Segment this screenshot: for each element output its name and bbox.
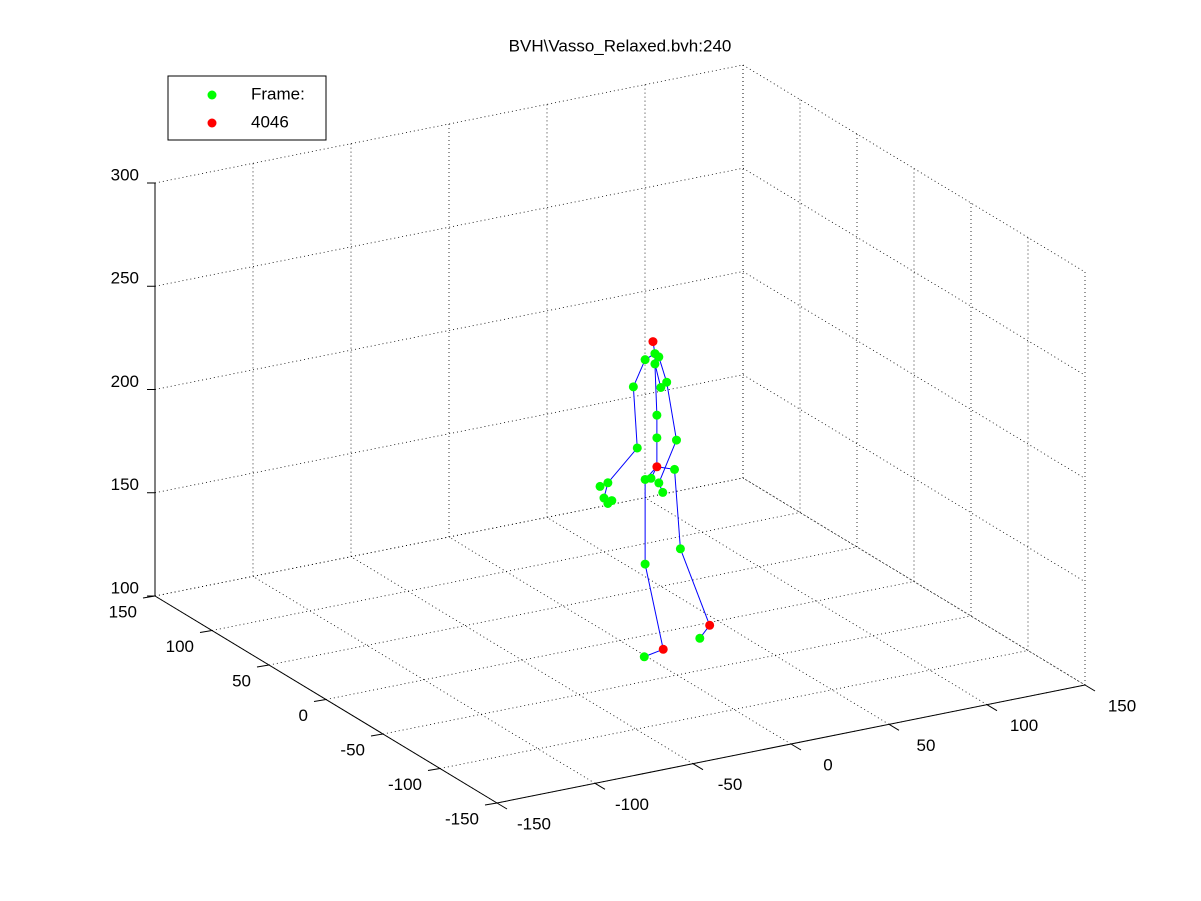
joint-point: [695, 633, 705, 643]
joint-point: [658, 644, 668, 654]
joint-point: [671, 435, 681, 445]
z-tick-label: 200: [111, 372, 139, 391]
joint-point: [640, 559, 650, 569]
x-tick-label: 150: [1108, 696, 1136, 715]
bone: [632, 359, 646, 388]
legend-label: 4046: [251, 112, 289, 131]
y-tick-label: 150: [109, 602, 137, 621]
legend-label: Frame:: [251, 84, 305, 103]
joint-point: [650, 359, 660, 369]
y-tick: [370, 733, 384, 737]
x-tick: [790, 743, 802, 751]
x-tick-label: 50: [917, 736, 936, 755]
y-tick-label: 100: [166, 637, 194, 656]
joint-point: [658, 487, 668, 497]
bone: [674, 469, 681, 549]
joint-point: [648, 337, 658, 347]
joint-point: [652, 462, 662, 472]
joint-point: [640, 355, 650, 365]
joint-point: [603, 478, 613, 488]
chart-title: BVH\Vasso_Relaxed.bvh:240: [509, 36, 732, 55]
joint-point: [646, 473, 656, 483]
joint-point: [652, 433, 662, 443]
y-tick: [427, 768, 441, 771]
z-tick-label: 300: [111, 165, 139, 184]
bone: [658, 439, 677, 484]
joint-point: [675, 544, 685, 554]
legend-box: [167, 75, 327, 141]
joint-point: [652, 410, 662, 420]
joint-point: [632, 443, 642, 453]
x-tick: [1084, 684, 1096, 692]
x-tick-label: 100: [1010, 716, 1038, 735]
x-tick-label: 0: [823, 755, 832, 774]
joint-point: [628, 382, 638, 392]
bone: [654, 363, 658, 416]
y-tick-label: 0: [299, 706, 308, 725]
joint-point: [595, 481, 605, 491]
x-tick-label: -100: [615, 795, 649, 814]
z-tick-label: 100: [111, 578, 139, 597]
x-tick-label: -50: [718, 775, 743, 794]
joint-point: [607, 496, 617, 506]
bone: [679, 548, 711, 626]
bone: [644, 564, 664, 650]
joint-point: [670, 464, 680, 474]
x-tick: [692, 763, 704, 771]
joint-point: [656, 383, 666, 393]
legend-marker: [207, 90, 217, 100]
y-tick: [484, 802, 498, 806]
joint-point: [705, 620, 715, 630]
legend-marker: [207, 118, 217, 128]
joint-point: [654, 478, 664, 488]
x-tick: [496, 802, 508, 810]
bone: [666, 382, 677, 441]
x-tick-label: -150: [517, 814, 551, 833]
joint-point: [662, 377, 672, 387]
y-tick: [199, 630, 213, 633]
y-tick-label: 50: [232, 671, 251, 690]
x-tick: [986, 704, 998, 712]
joint-point: [639, 652, 649, 662]
x-tick: [888, 723, 900, 731]
y-tick: [142, 595, 156, 599]
z-tick-label: 150: [111, 475, 139, 494]
y-tick: [313, 699, 327, 702]
x-tick: [594, 782, 606, 790]
joint-point: [654, 352, 664, 362]
z-tick-label: 250: [111, 269, 139, 288]
y-tick-label: -150: [445, 809, 479, 828]
y-tick: [256, 664, 270, 668]
y-tick-label: -100: [388, 775, 422, 794]
bone: [632, 386, 638, 449]
bone: [607, 447, 638, 484]
y-tick-label: -50: [340, 740, 365, 759]
